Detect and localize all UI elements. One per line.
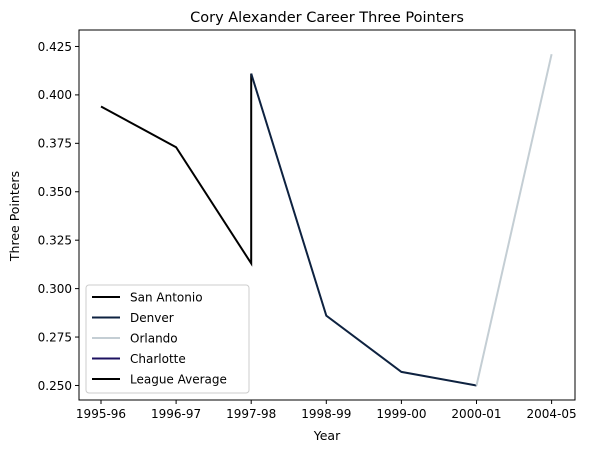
x-tick-label: 2004-05 xyxy=(527,407,577,421)
y-tick-label: 0.350 xyxy=(38,185,72,199)
y-axis-label: Three Pointers xyxy=(7,171,22,262)
x-tick-label: 1997-98 xyxy=(226,407,276,421)
legend-label: Charlotte xyxy=(130,352,186,366)
y-tick-label: 0.300 xyxy=(38,282,72,296)
y-tick-label: 0.400 xyxy=(38,88,72,102)
x-tick-label: 1998-99 xyxy=(301,407,351,421)
y-ticks: 0.250 0.275 0.300 0.325 0.350 0.375 0.400 0.425 xyxy=(38,40,79,393)
legend: San Antonio Denver Orlando Charlotte League … xyxy=(85,284,250,394)
series-line-1 xyxy=(250,73,477,387)
chart-title: Cory Alexander Career Three Pointers xyxy=(190,10,464,26)
y-tick-label: 0.275 xyxy=(38,330,72,344)
legend-label: Orlando xyxy=(130,331,178,345)
y-tick-label: 0.250 xyxy=(38,379,72,393)
plot-frame xyxy=(78,29,576,401)
x-axis-label: Year xyxy=(313,428,341,443)
legend-box xyxy=(85,284,250,394)
x-tick-label: 2000-01 xyxy=(451,407,501,421)
legend-label: San Antonio xyxy=(130,290,203,304)
series-line-0 xyxy=(100,73,253,267)
x-ticks: 1995-96 1996-97 1997-98 1998-99 1999-00 2000-… xyxy=(76,400,577,421)
x-tick-label: 1996-97 xyxy=(151,407,201,421)
y-tick-label: 0.375 xyxy=(38,137,72,151)
x-tick-label: 1999-00 xyxy=(376,407,426,421)
series-lines xyxy=(100,53,553,387)
y-tick-label: 0.325 xyxy=(38,233,72,247)
y-tick-label: 0.425 xyxy=(38,40,72,54)
series-line-2 xyxy=(475,53,553,386)
legend-label: Denver xyxy=(130,311,174,325)
x-tick-label: 1995-96 xyxy=(76,407,126,421)
legend-label: League Average xyxy=(130,372,227,386)
